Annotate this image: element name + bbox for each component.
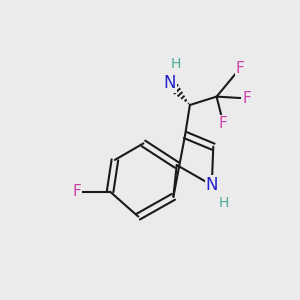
Text: F: F bbox=[242, 91, 251, 106]
Text: H: H bbox=[219, 196, 229, 210]
Text: F: F bbox=[219, 116, 228, 131]
Text: F: F bbox=[72, 184, 81, 199]
Text: H: H bbox=[170, 57, 181, 71]
Text: N: N bbox=[206, 176, 218, 194]
Text: F: F bbox=[236, 61, 244, 76]
Text: N: N bbox=[164, 74, 176, 92]
